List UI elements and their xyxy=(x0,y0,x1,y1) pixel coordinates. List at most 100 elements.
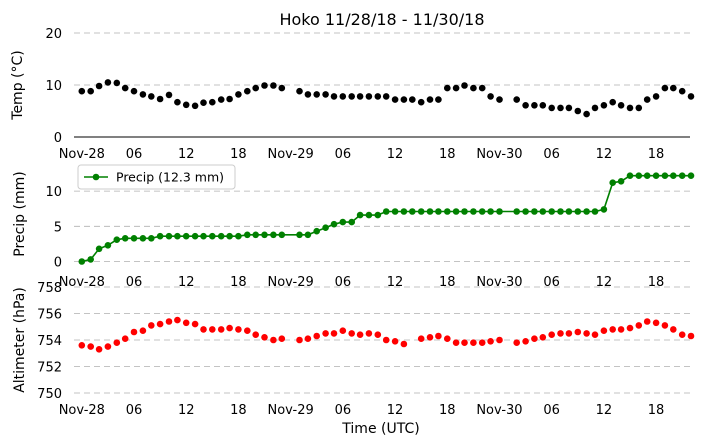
altimeter-x-tick-label: 12 xyxy=(387,403,404,418)
precip-x-tick-label: 12 xyxy=(178,275,195,290)
altimeter-x-tick-label: 18 xyxy=(439,403,456,418)
precip-data-point xyxy=(609,179,616,186)
temp-data-point xyxy=(452,84,460,92)
temp-data-point xyxy=(382,93,390,100)
altimeter-data-point xyxy=(121,335,129,343)
altimeter-data-point xyxy=(365,330,373,337)
precip-data-point xyxy=(661,172,669,179)
altimeter-x-tick-label: 12 xyxy=(596,403,613,418)
altimeter-data-point xyxy=(156,320,164,328)
temp-x-tick-label: 18 xyxy=(648,147,665,162)
altimeter-x-tick-label: 06 xyxy=(335,403,352,418)
altimeter-data-point xyxy=(252,331,259,339)
altimeter-data-point xyxy=(244,327,251,335)
temp-x-tick-label: 12 xyxy=(387,147,404,162)
temp-y-tick-label: 20 xyxy=(45,27,62,42)
precip-data-point xyxy=(165,232,173,240)
temp-x-tick-label: 06 xyxy=(543,147,560,162)
altimeter-data-point xyxy=(374,331,382,339)
temp-data-point xyxy=(557,104,564,112)
altimeter-data-point xyxy=(78,342,86,349)
altimeter-data-point xyxy=(356,331,364,339)
temp-panel: 0 10 20 Nov-28 06 12 18 Nov-29 06 12 18 Nov-30 06 12 1… xyxy=(10,27,695,162)
altimeter-data-point xyxy=(87,343,94,350)
temp-data-point xyxy=(235,91,242,98)
altimeter-panel: 750 752 754 756 758 Nov-28 06 12 18 Nov-29 06 12 18 N… xyxy=(12,281,695,418)
temp-data-point xyxy=(113,79,121,87)
precip-data-point xyxy=(574,208,582,215)
precip-data-point xyxy=(678,172,686,179)
altimeter-data-point xyxy=(130,328,138,336)
altimeter-data-point xyxy=(452,339,460,347)
altimeter-data-point xyxy=(565,330,573,337)
altimeter-data-point xyxy=(261,334,268,341)
precip-data-point xyxy=(382,208,390,215)
precip-data-point xyxy=(548,208,555,215)
precip-y-tick-label: 10 xyxy=(45,185,62,200)
precip-data-point xyxy=(261,231,268,239)
altimeter-data-point xyxy=(626,324,634,332)
temp-data-point xyxy=(661,84,669,92)
precip-data-point xyxy=(487,208,494,215)
altimeter-x-tick-label: 18 xyxy=(648,403,665,418)
temp-data-point xyxy=(574,107,582,115)
legend-marker xyxy=(92,173,100,181)
altimeter-x-tick-label: 06 xyxy=(543,403,560,418)
temp-data-point xyxy=(391,96,399,103)
altimeter-data-point xyxy=(600,327,608,335)
temp-data-point xyxy=(600,102,608,109)
altimeter-data-point xyxy=(95,346,103,353)
precip-data-point xyxy=(539,208,547,215)
altimeter-x-tick-label: Nov-29 xyxy=(268,403,314,418)
altimeter-data-point xyxy=(513,339,520,347)
temp-data-point xyxy=(139,91,147,98)
altimeter-data-point xyxy=(617,326,625,333)
precip-data-point xyxy=(348,218,356,226)
temp-data-point xyxy=(322,91,329,98)
temp-data-point xyxy=(365,93,373,100)
precip-data-point xyxy=(444,208,451,215)
precip-data-point xyxy=(104,242,112,249)
temp-data-point xyxy=(583,110,590,118)
temp-data-point xyxy=(348,93,356,100)
precip-data-point xyxy=(278,231,286,239)
altimeter-data-point xyxy=(217,326,225,333)
altimeter-data-point xyxy=(678,331,686,339)
precip-data-point xyxy=(226,232,233,240)
precip-data-point xyxy=(470,208,477,215)
precip-data-point xyxy=(522,208,529,215)
precip-data-point xyxy=(217,232,225,240)
altimeter-data-point xyxy=(235,326,242,333)
temp-data-point xyxy=(626,104,634,112)
altimeter-data-point xyxy=(444,335,451,343)
temp-data-point xyxy=(78,87,86,95)
precip-data-point xyxy=(78,258,86,265)
altimeter-data-point xyxy=(661,322,669,329)
altimeter-y-tick-label: 756 xyxy=(37,308,62,323)
temp-data-point xyxy=(609,98,616,106)
temp-data-point xyxy=(591,104,599,112)
temp-x-tick-label: Nov-30 xyxy=(476,147,522,162)
altimeter-data-point xyxy=(470,339,477,347)
altimeter-data-point xyxy=(391,338,399,345)
precip-data-point xyxy=(565,208,573,215)
precip-data-point xyxy=(513,208,520,215)
temp-data-point xyxy=(226,95,233,103)
altimeter-data-point xyxy=(652,319,660,327)
temp-x-tick-label: 06 xyxy=(126,147,143,162)
temp-data-point xyxy=(95,82,103,90)
altimeter-data-point xyxy=(304,335,312,343)
altimeter-data-point xyxy=(461,339,468,347)
temp-data-point xyxy=(548,104,555,112)
precip-data-point xyxy=(87,256,94,263)
precip-data-point xyxy=(374,211,382,219)
precip-data-point xyxy=(435,208,442,215)
precip-data-point xyxy=(531,208,538,215)
temp-data-point xyxy=(209,98,216,106)
precip-data-point xyxy=(174,232,181,240)
temp-data-point xyxy=(313,91,321,98)
altimeter-data-point xyxy=(200,326,207,333)
precip-data-point xyxy=(235,232,242,240)
altimeter-data-point xyxy=(382,336,390,344)
